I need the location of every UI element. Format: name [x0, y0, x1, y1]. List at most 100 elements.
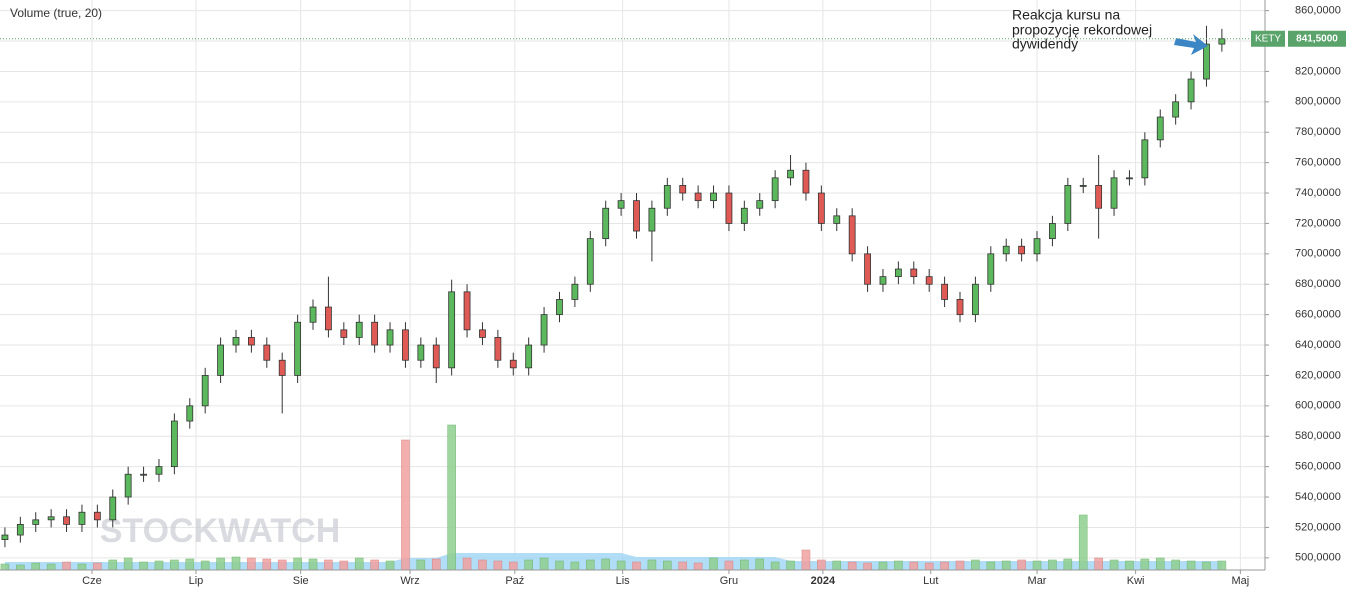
- candle-body: [694, 192, 702, 202]
- candle-body: [756, 200, 764, 209]
- volume-bar: [1017, 559, 1026, 571]
- y-tick-label: 820,0000: [1295, 65, 1341, 77]
- volume-bar: [93, 562, 102, 571]
- y-tick-label: 500,0000: [1295, 552, 1341, 564]
- volume-bar: [924, 562, 934, 571]
- candle-body: [1049, 223, 1056, 240]
- y-tick-label: 680,0000: [1295, 278, 1341, 290]
- candle-body: [802, 169, 810, 194]
- volume-bar: [570, 561, 580, 571]
- candle-body: [294, 321, 302, 376]
- candle-body: [386, 329, 394, 346]
- y-tick-label: 860,0000: [1295, 5, 1341, 17]
- y-tick-label: 660,0000: [1295, 309, 1341, 321]
- candle-body: [1064, 185, 1072, 224]
- candle-body: [448, 291, 456, 369]
- volume-bar: [354, 557, 364, 571]
- y-tick-label: 700,0000: [1295, 248, 1341, 260]
- volume-bar: [447, 424, 456, 571]
- candle-body: [278, 359, 286, 376]
- volume-bar: [493, 560, 503, 571]
- y-tick-label: 780,0000: [1295, 126, 1341, 138]
- y-tick-label: 760,0000: [1295, 157, 1341, 169]
- candle-body: [325, 306, 332, 331]
- candle-body: [463, 291, 471, 331]
- volume-bar: [832, 560, 842, 571]
- candle-body: [1203, 43, 1210, 80]
- candle-body: [910, 268, 918, 278]
- volume-bar: [0, 563, 10, 571]
- candle-body: [124, 473, 132, 498]
- candle-body: [155, 466, 163, 475]
- volume-bar: [247, 557, 256, 571]
- volume-bar: [339, 560, 349, 571]
- volume-bar: [16, 564, 25, 571]
- candle-body: [633, 200, 640, 232]
- candle-body: [540, 314, 548, 346]
- volume-bar: [693, 562, 703, 571]
- candle-body: [571, 283, 579, 300]
- candle-body: [1172, 101, 1180, 118]
- candle-body: [170, 420, 178, 468]
- y-tick-label: 580,0000: [1295, 430, 1341, 442]
- candle-body: [525, 344, 533, 369]
- candle-body: [740, 207, 748, 224]
- candle-body: [63, 516, 70, 525]
- volume-bar: [478, 559, 487, 571]
- candle-body: [232, 337, 240, 346]
- volume-bar: [524, 559, 533, 571]
- candle-body: [817, 192, 825, 224]
- candle-body: [710, 192, 717, 202]
- volume-bar: [62, 561, 71, 571]
- candle-body: [417, 344, 425, 361]
- last-price-tag: [1288, 30, 1346, 47]
- candle-body: [479, 329, 486, 338]
- y-tick-label: 560,0000: [1295, 461, 1341, 473]
- x-tick-label: Gru: [720, 575, 738, 587]
- volume-bar: [200, 560, 210, 571]
- ticker-tag: [1251, 30, 1285, 47]
- volume-bar: [370, 559, 379, 571]
- volume-bar: [986, 561, 996, 571]
- candle-body: [848, 215, 856, 255]
- candle-body: [509, 359, 517, 369]
- annotation: Reakcja kursu na: [1012, 7, 1120, 23]
- x-tick-label: Cze: [82, 575, 102, 587]
- candle-body: [1187, 78, 1195, 103]
- y-tick-label: 520,0000: [1295, 521, 1341, 533]
- candle-body: [217, 344, 224, 376]
- y-tick-label: 740,0000: [1295, 187, 1341, 199]
- y-tick-label: 800,0000: [1295, 96, 1341, 108]
- candle-body: [879, 276, 887, 285]
- volume-bar: [401, 439, 410, 571]
- volume-bar: [1140, 558, 1150, 571]
- candle-body: [309, 306, 317, 323]
- candle-body: [32, 519, 40, 525]
- volume-bar: [1155, 557, 1165, 571]
- volume-bar: [1186, 560, 1196, 571]
- candle-body: [956, 299, 964, 316]
- candle-body: [93, 511, 101, 521]
- candle-body: [971, 283, 979, 316]
- volume-bar: [940, 561, 949, 571]
- volume-bar: [755, 558, 765, 571]
- y-tick-label: 540,0000: [1295, 491, 1341, 503]
- volume-bar: [847, 561, 857, 571]
- volume-bar: [462, 557, 472, 571]
- candle-body: [140, 473, 147, 476]
- volume-bar: [955, 560, 965, 571]
- candle-body: [263, 344, 271, 361]
- volume-bar: [77, 563, 87, 571]
- volume-bar: [108, 559, 118, 571]
- x-tick-label: Kwi: [1127, 575, 1145, 587]
- x-tick-label: Mar: [1028, 575, 1047, 587]
- volume-bar: [508, 561, 518, 571]
- candle-body: [355, 321, 363, 338]
- candle-body: [1018, 245, 1026, 255]
- volume-bar: [1078, 514, 1088, 571]
- volume-bar: [154, 560, 164, 571]
- x-tick-label: Wrz: [400, 575, 419, 587]
- y-tick-label: 620,0000: [1295, 369, 1341, 381]
- volume-bar: [1094, 557, 1103, 571]
- candle-body: [556, 299, 563, 316]
